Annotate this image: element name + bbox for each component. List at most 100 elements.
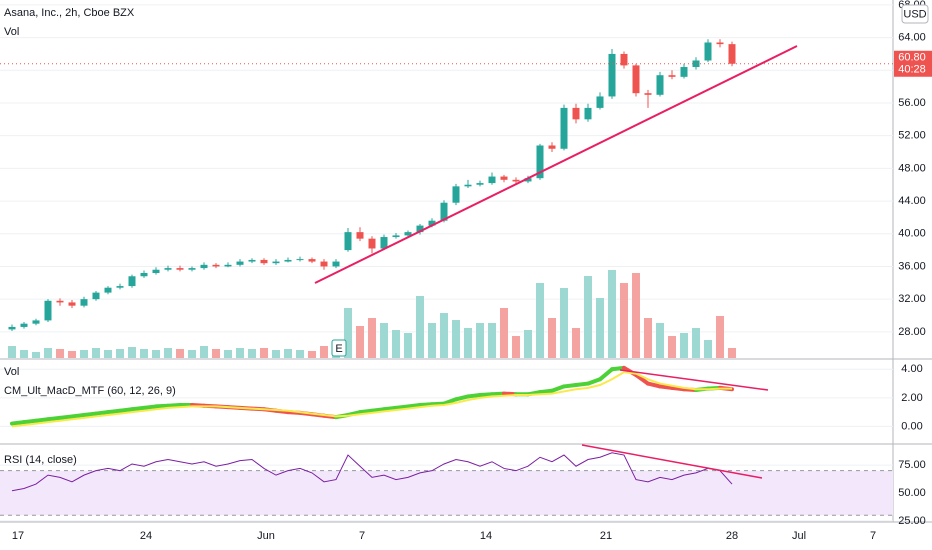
candle-body xyxy=(536,145,544,179)
volume-bar xyxy=(224,350,232,358)
candle-body xyxy=(308,259,316,262)
candle-body xyxy=(140,272,148,277)
volume-bar xyxy=(284,349,292,358)
macd-segment xyxy=(58,414,74,420)
volume-bar xyxy=(356,326,364,358)
y-tick-label: 56.00 xyxy=(898,97,926,109)
candle-body xyxy=(368,238,376,249)
x-tick-label: 28 xyxy=(726,530,738,542)
candle-body xyxy=(584,107,592,120)
candle-body xyxy=(596,96,604,108)
volume-bar xyxy=(716,316,724,358)
macd-segment xyxy=(466,393,482,399)
candle-body xyxy=(152,269,160,273)
macd-segment xyxy=(10,420,26,426)
candle-body xyxy=(188,268,196,270)
macd-segment xyxy=(82,411,98,417)
candle-body xyxy=(632,65,640,94)
candle-body xyxy=(212,264,220,267)
candle-body xyxy=(380,237,388,249)
trend-line xyxy=(619,369,769,391)
candle-body xyxy=(164,268,172,270)
candle-body xyxy=(32,320,40,324)
volume-bar xyxy=(416,296,424,358)
candle-body xyxy=(572,107,580,120)
trend-line xyxy=(314,45,798,284)
candle-body xyxy=(344,232,352,251)
candle-body xyxy=(260,259,268,264)
candle-body xyxy=(332,261,340,267)
candle-body xyxy=(476,183,484,185)
volume-bar xyxy=(176,349,184,358)
volume-bar xyxy=(572,328,580,358)
volume-bar xyxy=(272,350,280,358)
macd-segment xyxy=(70,413,86,419)
macd-segment xyxy=(490,391,506,397)
volume-bar xyxy=(524,330,532,358)
candle-body xyxy=(296,259,304,261)
y-tick-label: 32.00 xyxy=(898,293,926,305)
volume-bar xyxy=(608,270,616,358)
volume-bar xyxy=(500,308,508,358)
macd-segment xyxy=(382,405,398,412)
indicator-title: RSI (14, close) xyxy=(4,454,77,466)
macd-segment xyxy=(406,403,422,409)
volume-bar xyxy=(92,348,100,358)
candle-body xyxy=(464,184,472,187)
indicator-line xyxy=(11,452,733,492)
volume-bar xyxy=(380,323,388,358)
volume-bar xyxy=(536,283,544,358)
macd-segment xyxy=(574,381,590,387)
candle-body xyxy=(20,323,28,327)
candle-body xyxy=(428,220,436,226)
macd-segment xyxy=(538,388,554,395)
volume-bar xyxy=(512,336,520,358)
volume-bar xyxy=(668,336,676,358)
macd-segment xyxy=(154,403,170,409)
chart-title: Asana, Inc., 2h, Cboe BZX xyxy=(4,7,135,19)
candle-body xyxy=(128,276,136,287)
volume-bar xyxy=(260,348,268,358)
earnings-marker: E xyxy=(335,343,342,355)
x-tick-label: 17 xyxy=(12,530,24,542)
volume-bar xyxy=(140,349,148,358)
candle-body xyxy=(716,42,724,45)
y-tick-label: 4.00 xyxy=(901,363,922,375)
candle-body xyxy=(80,299,88,306)
candle-body xyxy=(620,53,628,66)
volume-bar xyxy=(152,350,160,358)
candle-body xyxy=(248,259,256,262)
volume-bar xyxy=(32,352,40,358)
volume-bar xyxy=(236,348,244,358)
candle-body xyxy=(512,179,520,182)
candle-body xyxy=(488,176,496,184)
candle-body xyxy=(656,75,664,95)
indicator-line xyxy=(11,371,732,428)
trend-line xyxy=(581,444,763,479)
macd-segment xyxy=(22,418,38,425)
volume-bar xyxy=(452,320,460,358)
x-tick-label: 21 xyxy=(600,530,612,542)
y-tick-label: 40.00 xyxy=(898,228,926,240)
macd-segment xyxy=(358,408,374,415)
currency-box[interactable] xyxy=(901,4,929,24)
macd-segment xyxy=(646,381,662,389)
macd-segment xyxy=(598,367,614,382)
macd-segment xyxy=(142,404,158,410)
macd-segment xyxy=(418,402,434,407)
volume-bar xyxy=(464,328,472,358)
candle-body xyxy=(500,176,508,180)
candle-body xyxy=(452,186,460,203)
candle-body xyxy=(200,264,208,269)
volume-bar xyxy=(728,348,736,358)
candle-body xyxy=(608,53,616,97)
macd-segment xyxy=(370,407,386,413)
candle-body xyxy=(68,302,76,306)
macd-segment xyxy=(166,403,182,408)
candle-body xyxy=(176,268,184,270)
macd-segment xyxy=(454,394,470,402)
candle-body xyxy=(728,44,736,64)
macd-segment xyxy=(394,404,410,410)
macd-segment xyxy=(586,377,602,386)
